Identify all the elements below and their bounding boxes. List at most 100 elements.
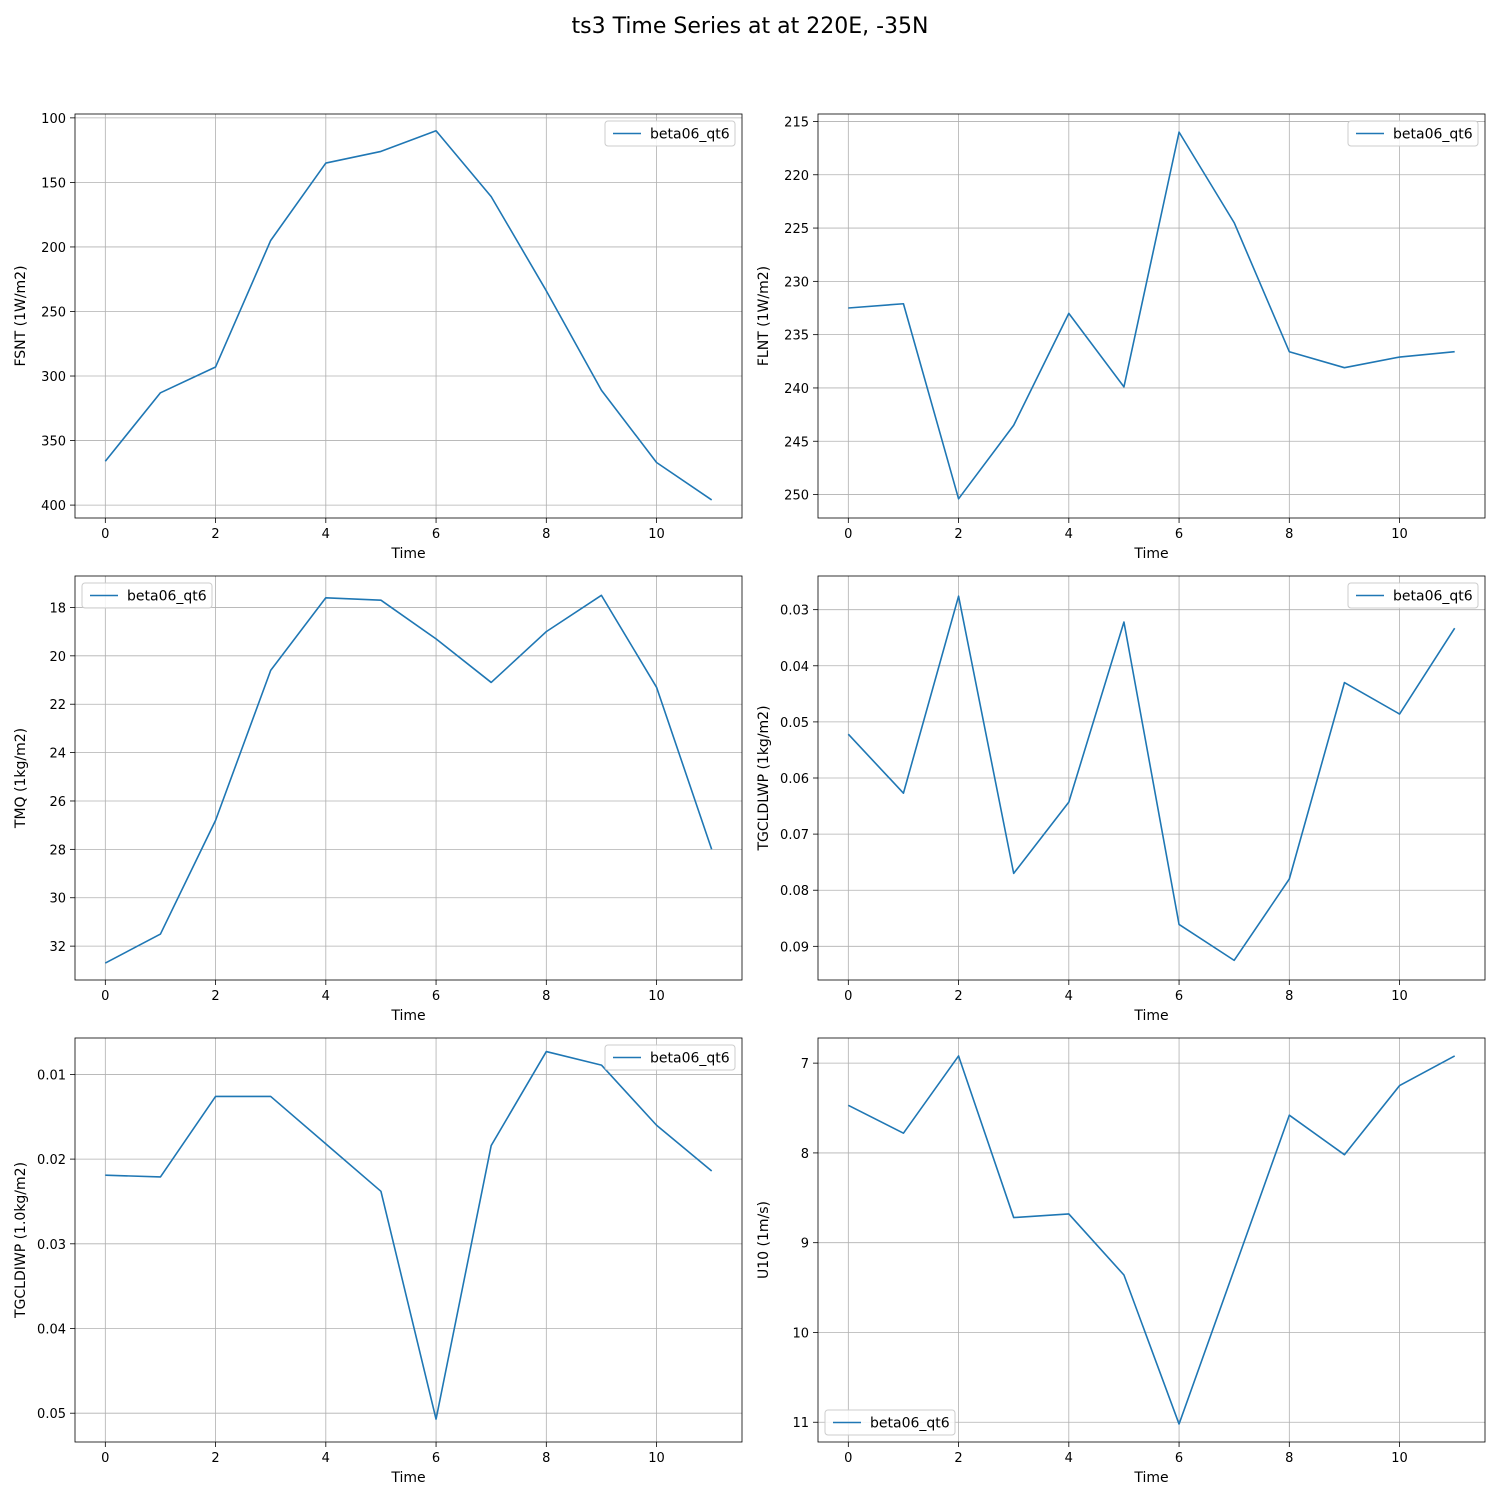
y-tick-label: 100 xyxy=(41,112,66,127)
y-axis-label: U10 (1m/s) xyxy=(756,1201,772,1279)
x-axis-label: Time xyxy=(1133,1470,1168,1486)
y-tick-label: 0.08 xyxy=(780,884,809,899)
y-tick-label: 28 xyxy=(49,843,66,858)
y-tick-label: 215 xyxy=(784,115,809,130)
y-tick-label: 8 xyxy=(801,1147,809,1162)
x-axis-label: Time xyxy=(390,1470,425,1486)
legend: beta06_qt6 xyxy=(1347,120,1479,147)
legend: beta06_qt6 xyxy=(604,1044,736,1071)
legend-label: beta06_qt6 xyxy=(127,589,207,605)
y-tick-label: 250 xyxy=(784,489,809,504)
x-tick-label: 8 xyxy=(1285,1451,1293,1466)
y-tick-label: 22 xyxy=(49,698,66,713)
legend-box xyxy=(81,582,213,609)
y-tick-label: 10 xyxy=(792,1326,809,1341)
x-tick-label: 6 xyxy=(1175,527,1183,542)
x-axis-label: Time xyxy=(1133,1008,1168,1024)
x-tick-label: 4 xyxy=(1065,989,1073,1004)
axes-frame xyxy=(74,1037,743,1443)
series-line-1 xyxy=(105,1050,713,1420)
x-tick-label: 10 xyxy=(648,989,665,1004)
x-tick-label: 10 xyxy=(648,527,665,542)
x-tick-label: 0 xyxy=(844,989,852,1004)
x-tick-label: 4 xyxy=(322,989,330,1004)
axes-frame xyxy=(817,575,1486,981)
y-tick-label: 9 xyxy=(801,1237,809,1252)
legend-label: beta06_qt6 xyxy=(1393,589,1473,605)
legend-box xyxy=(824,1409,956,1436)
y-tick-label: 0.05 xyxy=(780,716,809,731)
subplot-6: 0 2 4 6 8 10 7 8 9 10 11 Time U10 (1m/s) beta06_qt6 xyxy=(756,1037,1486,1486)
x-tick-label: 10 xyxy=(1391,527,1408,542)
x-tick-label: 6 xyxy=(1175,989,1183,1004)
x-tick-label: 8 xyxy=(1285,989,1293,1004)
y-tick-label: 26 xyxy=(49,795,66,810)
x-tick-label: 10 xyxy=(648,1451,665,1466)
legend-label: beta06_qt6 xyxy=(650,1051,730,1067)
legend-box xyxy=(604,120,736,147)
x-tick-label: 4 xyxy=(322,1451,330,1466)
subplot-4: 0 2 4 6 8 10 0.03 0.04 0.05 0.06 0.07 0.08 0.09 Time T… xyxy=(756,575,1486,1024)
axes-frame xyxy=(817,1037,1486,1443)
x-tick-label: 0 xyxy=(101,1451,109,1466)
y-tick-label: 0.03 xyxy=(37,1238,66,1253)
y-tick-label: 0.03 xyxy=(780,604,809,619)
legend-box xyxy=(604,1044,736,1071)
x-tick-label: 6 xyxy=(1175,1451,1183,1466)
y-axis-label: TGCLDLWP (1kg/m2) xyxy=(756,705,772,851)
legend-box xyxy=(1347,582,1479,609)
y-tick-label: 11 xyxy=(792,1416,809,1431)
y-tick-label: 225 xyxy=(784,222,809,237)
x-tick-label: 6 xyxy=(432,1451,440,1466)
x-tick-label: 8 xyxy=(542,1451,550,1466)
x-tick-label: 2 xyxy=(954,1451,962,1466)
x-tick-label: 6 xyxy=(432,989,440,1004)
x-tick-label: 6 xyxy=(432,527,440,542)
y-axis-label: TGCLDIWP (1.0kg/m2) xyxy=(13,1162,29,1319)
x-tick-label: 0 xyxy=(101,527,109,542)
y-tick-label: 0.01 xyxy=(37,1068,66,1083)
x-tick-label: 2 xyxy=(211,527,219,542)
y-tick-label: 30 xyxy=(49,892,66,907)
axes-frame xyxy=(74,575,743,981)
x-tick-label: 8 xyxy=(1285,527,1293,542)
y-tick-label: 7 xyxy=(801,1057,809,1072)
y-tick-label: 235 xyxy=(784,329,809,344)
y-tick-label: 32 xyxy=(49,940,66,955)
y-tick-label: 0.05 xyxy=(37,1407,66,1422)
y-tick-label: 200 xyxy=(41,241,66,256)
subplot-1: 0 2 4 6 8 10 100 150 200 250 300 350 400 Time FSNT (1W… xyxy=(13,112,743,562)
legend: beta06_qt6 xyxy=(81,582,213,609)
y-tick-label: 0.07 xyxy=(780,828,809,843)
x-tick-label: 2 xyxy=(954,989,962,1004)
figure-title: ts3 Time Series at at 220E, -35N xyxy=(571,14,929,39)
x-tick-label: 10 xyxy=(1391,1451,1408,1466)
y-tick-label: 245 xyxy=(784,435,809,450)
x-tick-label: 8 xyxy=(542,527,550,542)
legend-label: beta06_qt6 xyxy=(650,127,730,143)
y-tick-label: 20 xyxy=(49,650,66,665)
y-tick-label: 250 xyxy=(41,305,66,320)
y-axis-label: TMQ (1kg/m2) xyxy=(13,728,29,829)
x-tick-label: 2 xyxy=(211,989,219,1004)
y-tick-label: 150 xyxy=(41,176,66,191)
x-tick-label: 0 xyxy=(101,989,109,1004)
y-tick-label: 240 xyxy=(784,382,809,397)
y-tick-label: 0.06 xyxy=(780,772,809,787)
axes-frame xyxy=(74,113,743,519)
y-tick-label: 0.09 xyxy=(780,940,809,955)
series-line-1 xyxy=(847,1055,1456,1425)
legend-label: beta06_qt6 xyxy=(1393,127,1473,143)
axes-frame xyxy=(817,113,1486,519)
x-axis-label: Time xyxy=(390,1008,425,1024)
y-tick-label: 24 xyxy=(49,747,66,762)
x-tick-label: 4 xyxy=(322,527,330,542)
x-tick-label: 2 xyxy=(954,527,962,542)
series-line-1 xyxy=(847,595,1456,962)
series-line-1 xyxy=(848,131,1455,500)
legend-box xyxy=(1347,120,1479,147)
y-tick-label: 220 xyxy=(784,169,809,184)
x-axis-label: Time xyxy=(390,546,425,562)
y-tick-label: 230 xyxy=(784,275,809,290)
